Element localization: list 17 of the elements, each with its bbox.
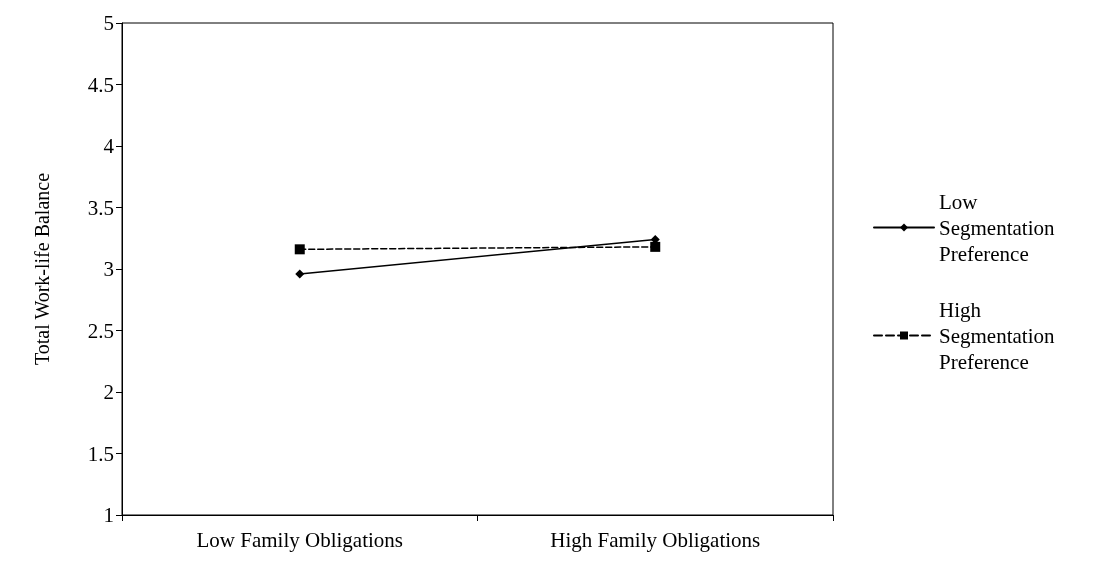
y-tick-label: 1.5 [87,441,114,466]
legend-label: Low Segmentation Preference [939,189,1060,266]
y-tick-label: 2.5 [87,318,114,343]
point [650,241,661,252]
y-tick-label: 5 [103,11,114,35]
y-tick-label: 4 [103,134,115,158]
x-tick-label: High Family Obligations [550,527,761,552]
y-axis-title: Total Work-life Balance [31,172,53,366]
point [294,244,305,255]
y-tick-label: 4.5 [87,72,114,97]
y-tick-label: 3.5 [87,195,114,220]
y-tick-label: 1 [103,503,114,527]
legend-label: High Segmentation Preference [939,297,1060,374]
y-tick-label: 3 [103,257,114,281]
x-tick-label: Low Family Obligations [196,527,403,552]
y-tick-label: 2 [103,380,114,404]
point [295,269,305,279]
